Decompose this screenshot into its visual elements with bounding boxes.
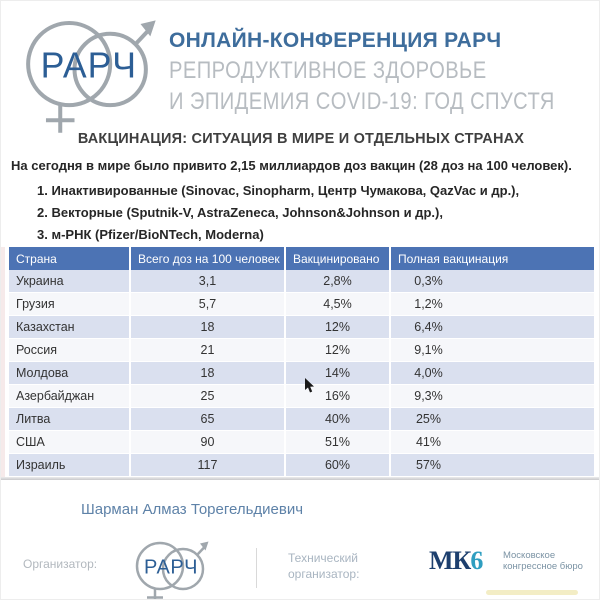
slide-bottom-divider [1,477,599,480]
table-row: Казахстан 18 12% 6,4% [9,316,594,339]
banner: ОНЛАЙН-КОНФЕРЕНЦИЯ РАРЧ РЕПРОДУКТИВНОЕ З… [169,29,599,115]
intro-text: На сегодня в мире было привито 2,15 милл… [11,158,572,173]
speaker-name: Шарман Алмаз Торегельдиевич [81,501,304,518]
table-row: Азербайджан 25 16% 9,3% [9,385,594,408]
col-header-full: Полная вакцинация [391,247,594,270]
rarch-logo-text: РАРЧ [41,45,137,85]
mkg-name: Московское конгрессное бюро [503,550,583,572]
highlight-artifact [486,590,578,595]
table-row: Молдова 18 14% 4,0% [9,362,594,385]
mouse-cursor [305,378,314,393]
table-row: Россия 21 12% 9,1% [9,339,594,362]
organizer-label: Организатор: [23,557,98,571]
table-row: Украина 3,1 2,8% 0,3% [9,270,594,293]
vaccine-type-1: 1. Инактивированные (Sinovac, Sinopharm,… [37,183,520,198]
slide-title: ВАКЦИНАЦИЯ: СИТУАЦИЯ В МИРЕ И ОТДЕЛЬНЫХ … [77,131,525,147]
video-edge-artifact [1,247,5,479]
conference-subtitle-1: РЕПРОДУКТИВНОЕ ЗДОРОВЬЕ [169,57,487,84]
male-arrow-icon [140,20,156,37]
vaccine-type-3: 3. м-РНК (Pfizer/BioNTech, Moderna) [37,227,264,242]
mkg-letter-k: К [452,546,472,575]
table-header-row: Страна Всего доз на 100 человек Вакцинир… [9,247,594,270]
mkg-letter-g: 6 [470,546,483,575]
vaccination-table: Страна Всего доз на 100 человек Вакцинир… [9,247,594,477]
tech-organizer-label: Технический организатор: [288,551,360,581]
table-row: Грузия 5,7 4,5% 1,2% [9,293,594,316]
footer-divider [256,548,257,588]
rarch-footer-logo-text: РАРЧ [144,557,198,579]
conference-title: ОНЛАЙН-КОНФЕРЕНЦИЯ РАРЧ [169,29,502,52]
col-header-vaccinated: Вакцинировано [286,247,391,270]
vaccine-type-2: 2. Векторные (Sputnik-V, AstraZeneca, Jo… [37,205,443,220]
col-header-country: Страна [9,247,131,270]
mkg-logo: МК6 [429,546,483,576]
table-row: США 90 51% 41% [9,431,594,454]
gender-circles-icon [26,21,152,133]
male-arrow-icon [200,541,209,551]
rarch-footer-logo: РАРЧ [135,541,209,599]
table-row: Израиль 117 60% 57% [9,454,594,477]
rarch-logo: РАРЧ [26,20,156,133]
col-header-doses: Всего доз на 100 человек [131,247,286,270]
mkg-letter-m: М [429,546,454,575]
table-row: Литва 65 40% 25% [9,408,594,431]
conference-subtitle-2: И ЭПИДЕМИЯ COVID-19: ГОД СПУСТЯ [169,88,555,115]
